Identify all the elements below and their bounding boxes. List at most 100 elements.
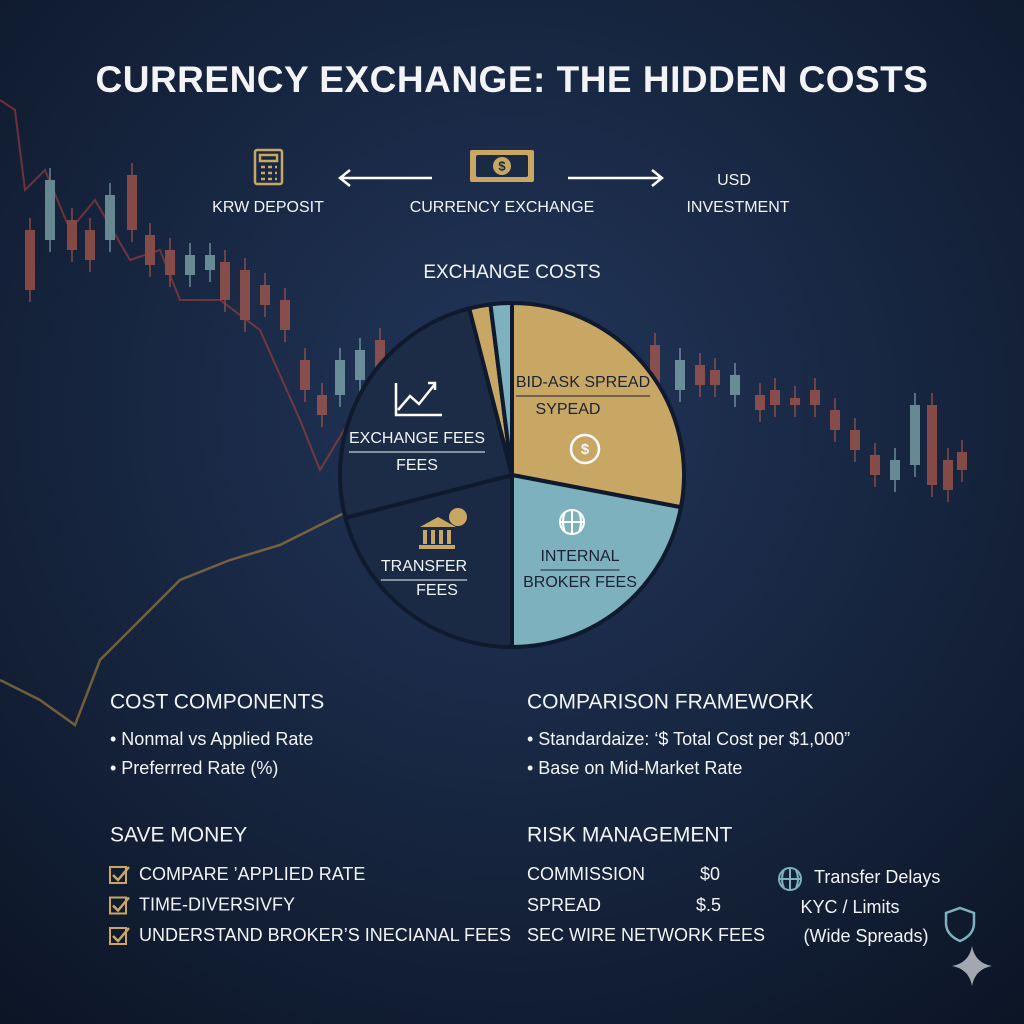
slice-label: INTERNAL [540,548,619,565]
checklist: COMPARE ’APPLIED RATE TIME-DIVERSIVFY UNDE… [109,864,511,945]
deco-candle [67,220,77,250]
checklist-item: COMPARE ’APPLIED RATE [139,864,365,884]
deco-candle [300,360,310,390]
pie-slice [342,472,514,650]
deco-candle [85,230,95,260]
sparkle-icon [952,946,992,986]
deco-candle [755,395,765,410]
checkbox [109,927,127,945]
globe-icon [778,867,802,891]
slice-label: EXCHANGE FEES [349,430,485,447]
deco-candle [650,345,660,385]
deco-candle [927,405,937,485]
deco-candle [710,370,720,385]
arrow-right [568,169,665,187]
section-title: COMPARISON FRAMEWORK [527,691,814,714]
checklist-item: UNDERSTAND BROKER’S INECIANAL FEES [139,925,511,945]
deco-candle [355,350,365,380]
arrow-left [337,169,432,187]
pie-slice [338,305,515,521]
checkbox [109,896,127,915]
deco-candle [145,235,155,265]
deco-line [0,503,361,727]
deco-candle [770,390,780,405]
calculator-icon [253,148,284,186]
checkbox [109,866,127,884]
checkmark [112,866,130,882]
slice-label: FEES [416,582,458,599]
deco-candle [375,340,385,370]
deco-candle [335,360,345,395]
title: CURRENCY EXCHANGE: THE HIDDEN COSTS [96,59,929,100]
deco-candle [790,398,800,405]
risk-row-label: SPREAD [527,895,601,915]
pie-slice [488,300,514,476]
risk-item: Transfer Delays [814,867,940,887]
deco-candle [260,285,270,305]
deco-candle [165,250,175,275]
deco-candle [127,175,137,230]
deco-candle [45,180,55,240]
exchange-icon: $ [569,433,601,465]
risk-item: (Wide Spreads) [803,926,928,946]
risk-item: KYC / Limits [800,897,899,917]
deco-candle [850,430,860,450]
flow-center: CURRENCY EXCHANGE [410,199,595,216]
bank-icon [419,508,467,549]
checkmark [112,927,130,943]
shield-icon [944,906,976,943]
deco-candle [730,375,740,395]
globe-icon [559,509,585,535]
checkmark [112,896,130,913]
pie-chart: BID-ASK SPREAD SYPEAD INTERNAL BROKER FEES T… [338,300,686,650]
deco-candle [830,410,840,430]
deco-candle [220,262,230,300]
section-title: COST COMPONENTS [110,691,324,714]
bullet: • Standardaize: ‘$ Total Cost per $1,000… [527,729,850,749]
risk-row-value: $0 [700,864,720,884]
deco-candle [317,395,327,415]
deco-candle [185,255,195,275]
deco-candle [810,390,820,405]
deco-candle [205,255,215,270]
flow-right: USD [717,172,751,189]
bullet: • Preferrred Rate (%) [110,758,278,778]
deco-candle [890,460,900,480]
section-title: RISK MANAGEMENT [527,824,733,847]
svg-text:$: $ [498,158,506,173]
deco-candle [910,405,920,465]
checklist-item: TIME-DIVERSIVFY [139,894,295,914]
risk-row-value: $.5 [696,895,721,915]
flow-right: INVESTMENT [686,199,789,216]
slice-label: FEES [396,457,438,474]
risk-row-label: SEC WIRE NETWORK FEES [527,925,765,945]
deco-candle [675,360,685,390]
pie-icons: $ [394,381,601,549]
deco-candle [240,270,250,320]
deco-candle [943,460,953,490]
pie-slice [510,472,684,650]
deco-candle [870,455,880,475]
money-icon: $ [470,150,534,182]
section-title: SAVE MONEY [110,824,247,847]
growth-icon [394,383,442,417]
risk-row-label: COMMISSION [527,864,645,884]
slice-label: BROKER FEES [523,574,637,591]
svg-text:$: $ [581,441,590,458]
chart-title: EXCHANGE COSTS [423,262,600,283]
growth-icon [428,381,437,390]
deco-candle [25,230,35,290]
background-market-chart [0,99,967,727]
slice-label: SYPEAD [536,401,601,418]
deco-candle [695,365,705,385]
deco-candle [957,452,967,470]
deco-candle [105,195,115,240]
bullet: • Base on Mid-Market Rate [527,758,742,778]
pie-slice [510,300,686,510]
slice-label: BID-ASK SPREAD [516,374,650,391]
slice-label: TRANSFER [381,558,467,575]
bullet: • Nonmal vs Applied Rate [110,729,313,749]
deco-line [0,99,371,473]
flow-left: KRW DEPOSIT [212,199,324,216]
